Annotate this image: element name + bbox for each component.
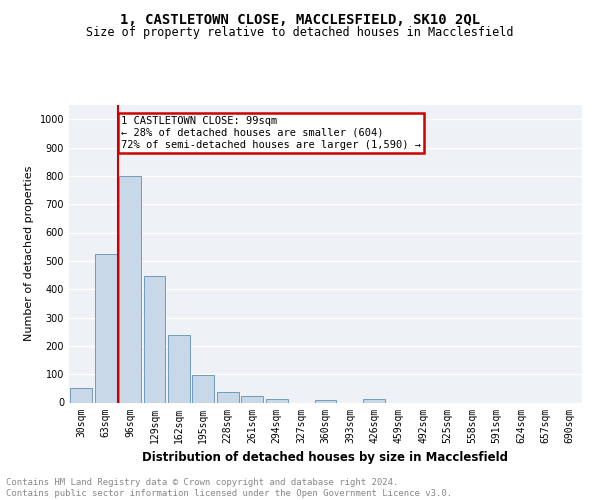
Bar: [119, 176, 141, 402]
Bar: [193, 374, 214, 402]
Bar: [217, 392, 239, 402]
Text: 1, CASTLETOWN CLOSE, MACCLESFIELD, SK10 2QL: 1, CASTLETOWN CLOSE, MACCLESFIELD, SK10 …: [120, 12, 480, 26]
Text: 1 CASTLETOWN CLOSE: 99sqm
← 28% of detached houses are smaller (604)
72% of semi: 1 CASTLETOWN CLOSE: 99sqm ← 28% of detac…: [121, 116, 421, 150]
Bar: [95, 254, 116, 402]
Y-axis label: Number of detached properties: Number of detached properties: [24, 166, 34, 342]
Bar: [266, 399, 287, 402]
Bar: [314, 400, 337, 402]
Bar: [168, 334, 190, 402]
Text: Contains HM Land Registry data © Crown copyright and database right 2024.
Contai: Contains HM Land Registry data © Crown c…: [6, 478, 452, 498]
Bar: [70, 388, 92, 402]
Bar: [143, 276, 166, 402]
Bar: [241, 396, 263, 402]
Text: Size of property relative to detached houses in Macclesfield: Size of property relative to detached ho…: [86, 26, 514, 39]
X-axis label: Distribution of detached houses by size in Macclesfield: Distribution of detached houses by size …: [143, 451, 509, 464]
Bar: [364, 399, 385, 402]
